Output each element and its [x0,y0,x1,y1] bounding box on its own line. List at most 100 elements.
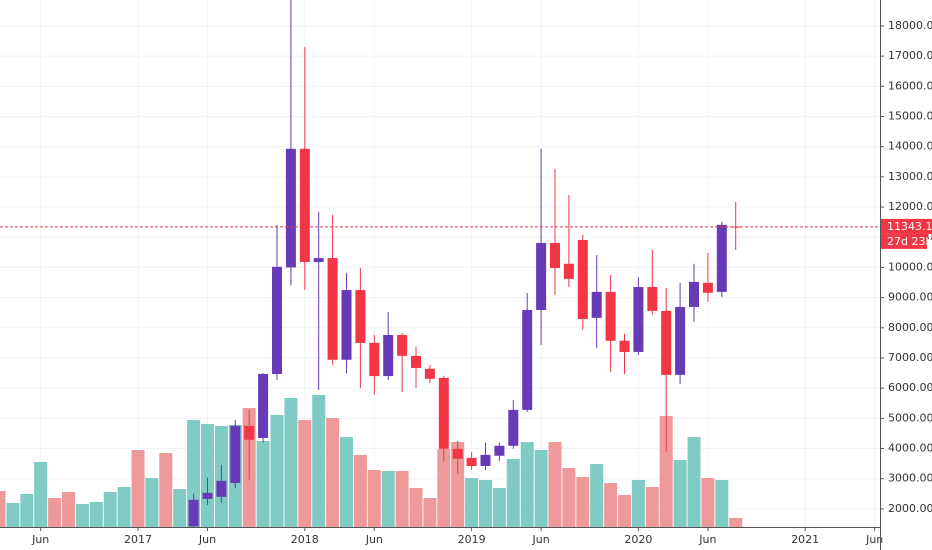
grid [0,0,880,527]
last-price-label: 11343.10 [887,220,932,233]
volume-bar [562,468,576,527]
candle-body [188,499,199,527]
y-tick-label: 3000.00 [888,472,932,485]
volume-bar [645,487,659,527]
volume-bar [492,488,506,527]
x-tick-label: 2019 [458,533,486,546]
volume-bar [340,437,353,527]
volume-bar [312,395,326,527]
x-tick-label: Jun [198,533,216,546]
candle-body [689,281,699,307]
volume-bar [173,489,187,527]
x-tick-label: Jun [532,533,550,546]
candle-body [244,425,255,440]
candle-body [202,492,213,499]
volume-bar [548,442,562,527]
candle-body [299,148,310,262]
volume-bar [534,450,548,527]
volume-bar [437,449,451,527]
x-tick-label: Jun [31,533,49,546]
candle-body [702,282,713,293]
candle-body [258,373,269,438]
volume-bar [479,480,492,527]
volume-bar [451,442,465,527]
volume-bar [673,460,687,527]
y-tick-label: 18000.00 [888,19,932,32]
volume-bar [395,471,409,527]
candle-body [675,306,686,375]
candle-body [424,368,435,379]
volume-bar [201,424,214,527]
candle-body [716,224,727,292]
y-tick-label: 5000.00 [888,411,932,424]
x-tick-label: Jun [698,533,716,546]
price-pane [188,0,741,527]
volume-bar [284,398,298,527]
x-tick-label: Jun [865,533,883,546]
volume-bar [0,491,6,527]
candle-body [480,454,491,467]
candle-body [216,480,227,497]
volume-bar [409,488,423,527]
volume-pane [0,395,743,527]
volume-bar [659,416,673,527]
volume-bar [145,478,159,527]
x-tick-label: 2017 [124,533,152,546]
volume-bar [62,492,75,527]
volume-bar [520,442,534,527]
y-tick-label: 16000.00 [888,79,932,92]
candle-body [285,148,296,268]
candle-body [411,355,421,368]
y-tick-label: 8000.00 [888,321,932,334]
volume-bar [381,471,395,527]
y-tick-label: 17000.00 [888,49,932,62]
y-tick-label: 7000.00 [888,351,932,364]
countdown-label: 27d 23h [887,235,932,248]
y-tick-label: 13000.00 [888,170,932,183]
volume-bar [298,420,312,527]
volume-bar [576,477,590,527]
x-tick-label: 2018 [291,533,319,546]
candle-body [508,409,519,446]
candle-body [369,342,380,377]
candle-body [452,448,463,459]
volume-bar [20,494,34,527]
volume-bar [590,464,604,527]
volume-bar [506,459,520,527]
candle-body [438,377,449,449]
volume-bar [89,502,103,527]
volume-bar [6,503,20,527]
candle-body [494,445,505,456]
candle-body [341,290,352,360]
volume-bar [34,462,48,527]
volume-bar [715,480,729,527]
candle-body [522,309,533,410]
volume-bar [618,495,631,527]
y-tick-label: 2000.00 [888,502,932,515]
candle-body [619,340,630,352]
candle-body [577,239,588,320]
volume-bar [256,441,270,527]
last-price-box [881,218,932,234]
candle-body [272,266,282,374]
countdown-box [881,233,927,249]
volume-bar [353,455,367,527]
volume-bar [465,478,479,527]
volume-bar [604,483,618,527]
x-tick-label: 2020 [624,533,652,546]
candle-body [383,335,394,377]
volume-bar [159,453,173,527]
y-tick-label: 6000.00 [888,381,932,394]
volume-bar [75,504,89,527]
candle-body [550,242,560,269]
candle-body [661,310,672,375]
volume-bar [117,487,131,527]
candle-body [313,258,324,262]
volume-bar [687,437,701,527]
candle-body [230,425,241,483]
volume-bar [423,498,437,527]
volume-bar [701,478,715,527]
volume-bar [131,450,145,527]
y-tick-label: 10000.00 [888,260,932,273]
y-tick-label: 14000.00 [888,140,932,153]
